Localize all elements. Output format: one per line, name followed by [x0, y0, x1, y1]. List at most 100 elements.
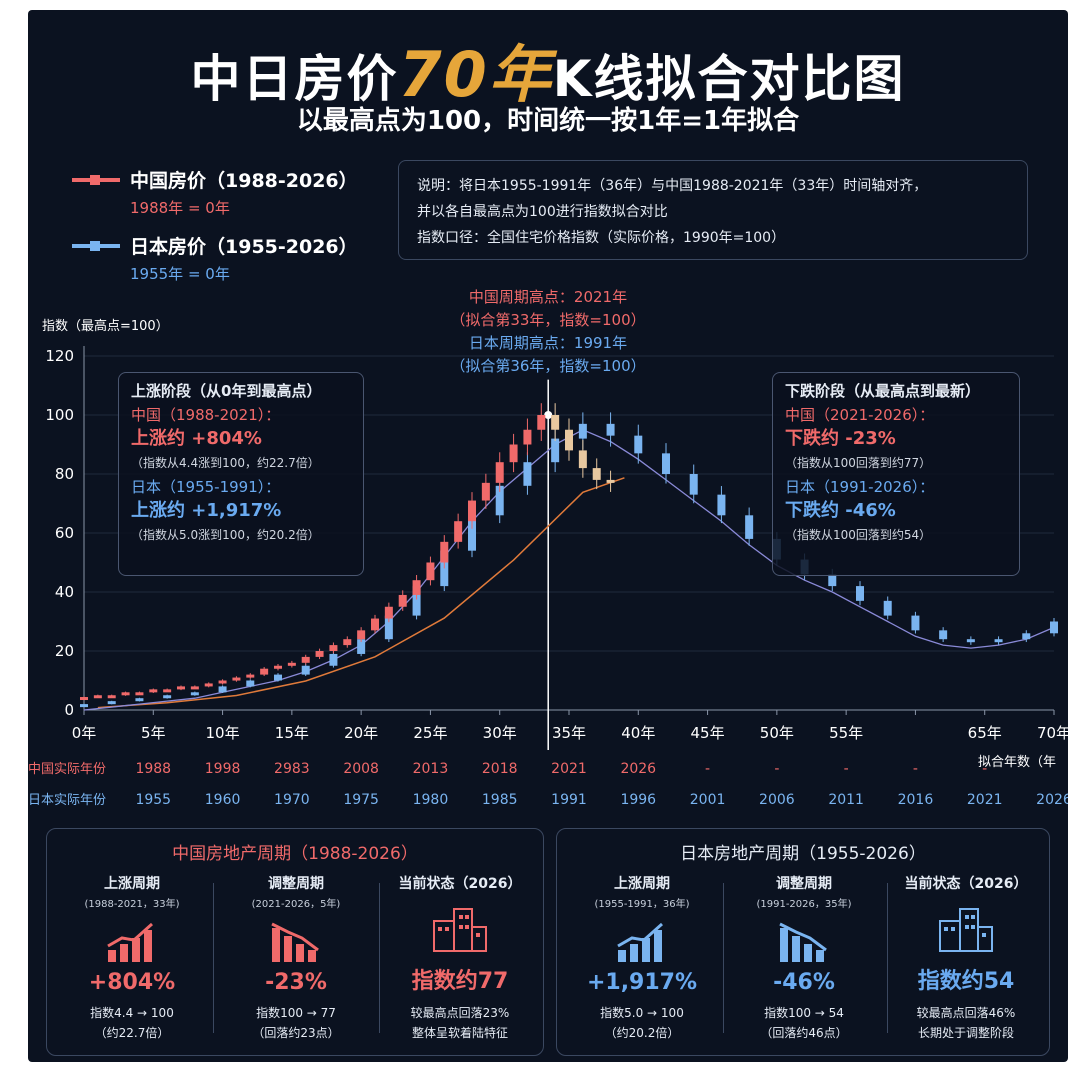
- y-tick-label: 80: [55, 465, 74, 483]
- x-tick-label: 35年: [552, 724, 586, 742]
- china-cycle-panel: 中国房地产周期（1988-2026） 上涨周期 (1988-2021，33年) …: [46, 828, 544, 1056]
- column-detail: 指数100 → 77: [256, 1006, 336, 1020]
- china-legend-swatch: [72, 174, 120, 185]
- china-year-row-label: 中国实际年份: [28, 762, 106, 777]
- rise-china-note: （指数从4.4涨到100，约22.7倍）: [131, 456, 320, 470]
- x-tick-label: 25年: [413, 724, 447, 742]
- column-value: 指数约77: [411, 969, 509, 994]
- column-detail: 较最高点回落23%: [410, 1006, 510, 1020]
- japan-legend-swatch: [72, 240, 120, 251]
- japan-candle: [384, 615, 393, 640]
- column-divider: [213, 883, 214, 1033]
- china-candle: [384, 606, 393, 619]
- china-candle: [426, 562, 435, 581]
- y-axis-title: 指数（最高点=100）: [42, 318, 169, 334]
- x-tick-label: 10年: [206, 724, 240, 742]
- japan-year-label: 2006: [759, 792, 795, 808]
- china-year-label: -: [774, 761, 779, 777]
- japan-candle: [523, 462, 532, 486]
- fall-japan-label: 日本（1991-2026）：: [785, 478, 935, 496]
- china-year-label: -: [982, 761, 987, 777]
- japan-year-label: 1996: [620, 792, 656, 808]
- column-subheading: (1991-2026，35年): [756, 899, 852, 910]
- column-value: -23%: [265, 970, 327, 995]
- japan-candle: [994, 639, 1003, 643]
- japan-year-label: 1960: [205, 792, 241, 808]
- column-value: 指数约54: [917, 969, 1015, 994]
- column-detail: （回落约23点）: [252, 1026, 340, 1040]
- x-tick-label: 55年: [829, 724, 863, 742]
- china-candle: [578, 450, 587, 469]
- japan-candle: [606, 423, 615, 436]
- china-year-label: 2018: [482, 761, 518, 777]
- china-candle: [606, 479, 615, 483]
- column-subheading: (2021-2026，5年): [251, 899, 341, 910]
- japan-year-row-label: 日本实际年份: [28, 793, 106, 808]
- note-line: 指数口径：全国住宅价格指数（实际价格，1990年=100）: [417, 230, 786, 246]
- peak-annotation: 中国周期高点：2021年 （拟合第33年，指数=100） 日本周期高点：1991…: [418, 286, 678, 378]
- column-detail: 指数4.4 → 100: [90, 1006, 174, 1020]
- japan-year-label: 2016: [898, 792, 934, 808]
- fall-china-value: 下跌约 -23%: [785, 428, 896, 449]
- china-candle: [357, 630, 366, 640]
- japan-candle: [218, 686, 227, 693]
- china-year-label: 2013: [413, 761, 449, 777]
- japan-year-label: 2011: [828, 792, 864, 808]
- column-divider: [887, 883, 888, 1033]
- explanation-note: 说明：将日本1955-1991年（36年）与中国1988-2021年（33年）时…: [398, 160, 1028, 260]
- japan-panel-title: 日本房地产周期（1955-2026）: [680, 844, 926, 864]
- column-divider: [723, 883, 724, 1033]
- japan-year-label: 2021: [967, 792, 1003, 808]
- title-part: 中日房价: [190, 50, 399, 108]
- column-detail: 指数100 → 54: [764, 1006, 844, 1020]
- column-detail: 长期处于调整阶段: [917, 1026, 1014, 1040]
- x-tick-label: 5年: [141, 724, 166, 742]
- japan-candle: [1050, 621, 1058, 634]
- x-tick-label: 65年: [968, 724, 1002, 742]
- fall-china-note: （指数从100回落到约77）: [785, 456, 932, 470]
- china-candle: [177, 686, 185, 690]
- japan-candle: [551, 438, 560, 463]
- japan-year-label: 2026: [1036, 792, 1068, 808]
- peak-china-line1: 中国周期高点：2021年: [468, 288, 628, 306]
- peak-japan-line1: 日本周期高点：1991年: [468, 334, 628, 352]
- china-candle: [121, 692, 130, 696]
- japan-candle: [274, 674, 282, 681]
- japan-candle: [745, 515, 754, 539]
- japan-year-label: 1985: [482, 792, 518, 808]
- x-tick-label: 15年: [275, 724, 309, 742]
- china-year-label: -: [705, 761, 710, 777]
- china-candle: [468, 500, 476, 522]
- china-candle: [93, 695, 102, 699]
- china-candle: [315, 651, 324, 657]
- x-tick-label: 70年: [1037, 724, 1068, 742]
- column-value: +1,917%: [586, 970, 698, 995]
- china-adjust-column: 调整周期 (2021-2026，5年) -23% 指数100 → 77 （回落约2…: [221, 873, 371, 1043]
- china-candle: [80, 697, 88, 701]
- japan-candle: [357, 639, 366, 654]
- japan-candle: [689, 474, 698, 495]
- fall-japan-value: 下跌约 -46%: [785, 500, 896, 521]
- china-year-label: 1998: [205, 761, 241, 777]
- japan-candle: [495, 485, 504, 516]
- x-tick-label: 40年: [621, 724, 655, 742]
- japan-year-label: 1955: [135, 792, 171, 808]
- page-subtitle: 以最高点为100，时间统一按1年=1年拟合: [296, 106, 800, 136]
- japan-candle: [1022, 633, 1031, 640]
- japan-candle: [163, 695, 172, 699]
- china-candle: [260, 668, 269, 675]
- japan-candle: [301, 665, 310, 675]
- japan-year-label: 1975: [343, 792, 379, 808]
- column-heading: 调整周期: [776, 876, 832, 892]
- legend: 中国房价（1988-2026） 1988年 = 0年 日本房价（1955-202…: [70, 166, 358, 284]
- japan-candle: [966, 639, 975, 643]
- japan-adjust-column: 调整周期 (1991-2026，35年) -46% 指数100 → 54 （回落约…: [729, 873, 879, 1043]
- column-detail: （约22.7倍）: [94, 1026, 170, 1040]
- japan-status-column: 当前状态（2026） 指数约54 较最高点回落46% 长期处于调整阶段: [891, 873, 1041, 1043]
- y-tick-label: 120: [45, 347, 74, 365]
- rise-japan-label: 日本（1955-1991）：: [131, 478, 281, 496]
- china-panel-title: 中国房地产周期（1988-2026）: [172, 844, 418, 864]
- china-candle: [149, 689, 158, 693]
- y-tick-label: 40: [55, 583, 74, 601]
- buildings-icon: [433, 908, 487, 952]
